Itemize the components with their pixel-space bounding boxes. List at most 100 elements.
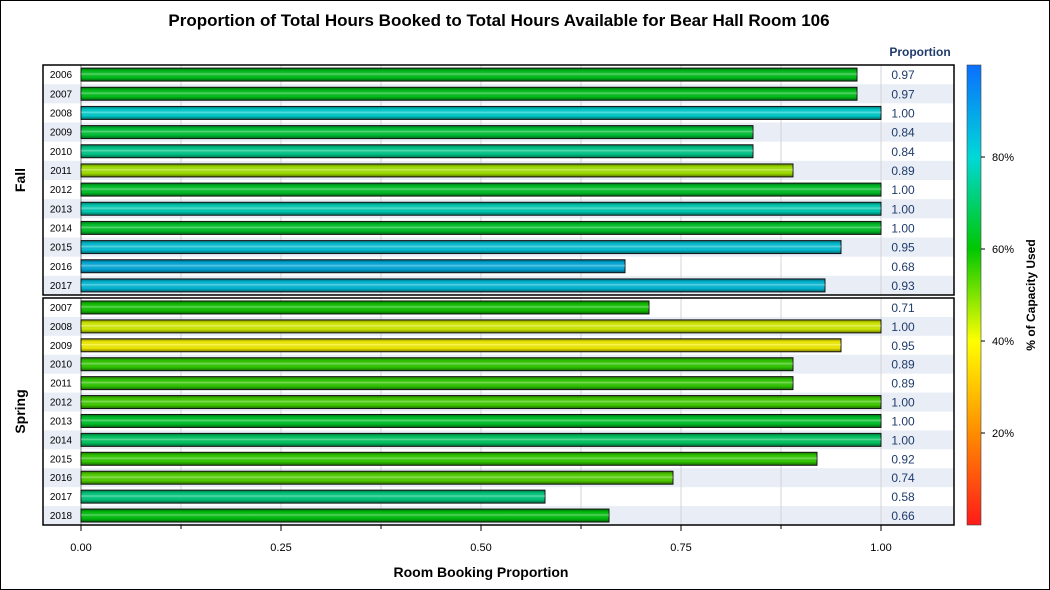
category-label: 2007 [50,303,73,314]
value-label: 0.95 [891,241,915,255]
bar-fall-2014 [80,220,882,235]
category-label: 2016 [50,262,73,273]
value-label: 0.97 [891,87,915,101]
category-label: 2013 [50,416,73,427]
category-label: 2014 [50,223,73,234]
value-label: 0.84 [891,126,915,140]
bar-fall-2011 [80,163,794,178]
value-label: 0.68 [891,260,915,274]
value-label: 1.00 [891,202,915,216]
value-label: 1.00 [891,433,915,447]
category-label: 2008 [50,322,73,333]
category-label: 2016 [50,473,73,484]
value-label: 0.74 [891,471,915,485]
bar-shade [81,221,881,235]
bar-shade [81,183,881,197]
bar-fall-2006 [80,67,858,82]
bar-fall-2017 [80,278,826,293]
bar-shade [81,259,625,273]
bar-shade [81,144,753,158]
value-label: 1.00 [891,106,915,120]
category-label: 2009 [50,128,73,139]
bar-spring-2011 [80,376,794,391]
value-label: 1.00 [891,396,915,410]
legend-tick-label: 80% [992,152,1014,164]
bar-shade [81,300,649,314]
value-label: 0.92 [891,452,915,466]
bar-spring-2015 [80,451,818,466]
bar-shade [81,414,881,428]
value-label: 0.89 [891,358,915,372]
x-tick-label: 0.50 [470,542,491,554]
bar-spring-2017 [80,489,546,504]
legend-tick-label: 60% [992,244,1014,256]
bar-shade [81,357,793,371]
bar-shade [81,490,545,504]
legend-title: % of Capacity Used [1024,239,1038,350]
category-label: 2009 [50,341,73,352]
value-label: 1.00 [891,320,915,334]
value-label: 0.71 [891,301,915,315]
value-label: 0.89 [891,164,915,178]
category-label: 2017 [50,492,73,503]
bar-spring-2016 [80,470,674,485]
category-label: 2013 [50,204,73,215]
bar-fall-2015 [80,240,842,255]
bar-spring-2012 [80,395,882,410]
panel-fall: 2006 0.97 2007 0.97 2008 1.00 2009 0.84 2010 0.84… [12,64,955,296]
x-tick-label: 0.00 [70,542,91,554]
bar-shade [81,452,817,466]
value-column-header: Proportion [889,45,950,59]
category-label: 2012 [50,185,73,196]
bar-shade [81,509,609,523]
value-label: 0.84 [891,145,915,159]
bar-shade [81,202,881,216]
bar-spring-2014 [80,432,882,447]
bar-spring-2013 [80,413,882,428]
panel-border [42,64,955,296]
bar-fall-2013 [80,201,882,216]
bar-shade [81,106,881,120]
category-label: 2007 [50,89,73,100]
x-axis-title: Room Booking Proportion [394,564,569,580]
bar-spring-2018 [80,508,610,523]
chart-title: Proportion of Total Hours Booked to Tota… [168,11,830,30]
category-label: 2011 [50,166,72,177]
value-label: 1.00 [891,414,915,428]
category-label: 2006 [50,70,73,81]
bar-fall-2012 [80,182,882,197]
value-label: 0.93 [891,279,915,293]
bar-shade [81,240,841,254]
bar-shade [81,338,841,352]
panel-label-fall: Fall [12,168,28,192]
bar-shade [81,433,881,447]
bar-fall-2009 [80,125,754,140]
category-label: 2015 [50,243,73,254]
bar-shade [81,395,881,409]
panel-label-spring: Spring [12,389,28,433]
bar-shade [81,278,825,292]
bar-shade [81,471,673,485]
bar-shade [81,376,793,390]
bar-fall-2007 [80,86,858,101]
value-label: 0.58 [891,490,915,504]
category-label: 2008 [50,108,73,119]
bar-spring-2008 [80,319,882,334]
bar-shade [81,125,753,139]
value-label: 0.89 [891,377,915,391]
value-label: 0.95 [891,339,915,353]
bar-spring-2009 [80,338,842,353]
value-label: 1.00 [891,221,915,235]
category-label: 2010 [50,147,73,158]
panel-border [42,297,955,526]
bar-shade [81,319,881,333]
legend: 20% 40% 60% 80% % of Capacity Used [966,64,1038,526]
x-tick-label: 0.75 [670,542,691,554]
bar-shade [81,87,857,101]
bar-shade [81,68,857,82]
bar-fall-2010 [80,144,754,159]
x-tick-label: 1.00 [870,542,891,554]
category-label: 2012 [50,398,73,409]
